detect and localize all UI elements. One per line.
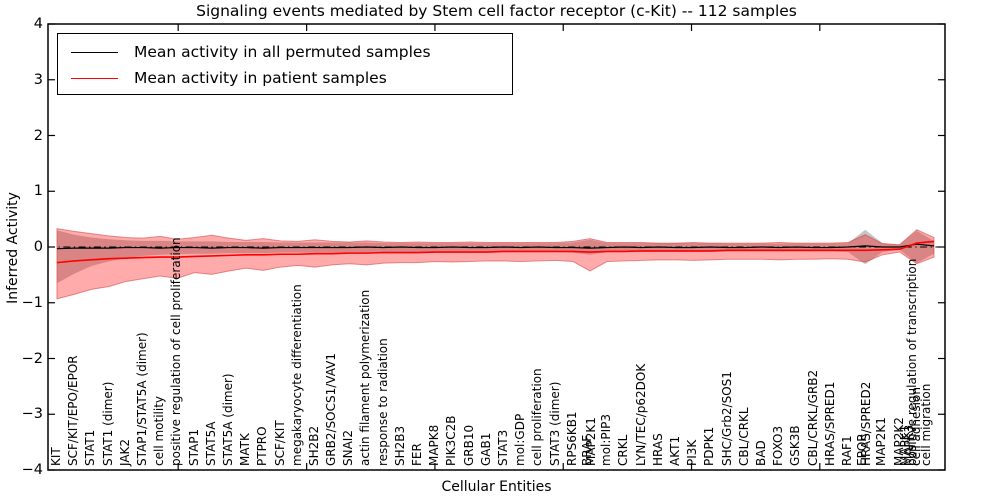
x-entity-label: HRAS/SPRED2 [859, 381, 874, 466]
x-entity-label: JAK2 [117, 438, 132, 466]
x-entity-label: CBL/CRKL/GRB2 [805, 369, 820, 466]
legend-line-permuted [71, 51, 118, 53]
x-axis-label: Cellular Entities [441, 479, 552, 495]
x-entity-label: SH2B2 [306, 425, 321, 466]
x-entity-label: cell migration [919, 383, 934, 466]
x-entity-label: HRAS [650, 433, 665, 466]
x-entity-label: PIK3C2B [444, 415, 459, 466]
x-entity-label: STAP1/STAT5A (dimer) [134, 332, 149, 466]
legend-label-patient: Mean activity in patient samples [134, 69, 387, 87]
x-entity-label: SHC/Grb2/SOS1 [719, 371, 734, 466]
permuted-band [56, 229, 934, 284]
x-entity-label: response to radiation [375, 338, 390, 466]
y-tick-label: 3 [33, 71, 43, 88]
x-entity-label: BAD [754, 440, 769, 466]
x-entity-label: SCF/KIT/EPO/EPOR [66, 355, 81, 466]
legend: Mean activity in all permuted samples Me… [57, 33, 513, 95]
x-entity-label: MAP2K1 [584, 417, 599, 466]
x-entity-label: STAT5A (dimer) [220, 373, 235, 466]
x-entity-label: GAB1 [478, 432, 493, 466]
x-entity-label: STAT1 (dimer) [100, 381, 115, 466]
x-entity-label: LYN/TEC/p62DOK [633, 363, 648, 466]
y-tick-label: −4 [21, 462, 43, 478]
x-entity-label: SNAI2 [341, 430, 356, 466]
axes-border [47, 23, 946, 471]
patient-band [56, 228, 935, 300]
x-entity-label: FOXO3 [771, 425, 786, 466]
x-entity-label: FER [410, 443, 425, 466]
x-entity-label: GRB10 [461, 424, 476, 466]
x-entity-label: mol:GDP [513, 413, 528, 466]
x-entity-label: MAP2K1 [874, 417, 889, 466]
x-entity-label: SCF/KIT [272, 420, 287, 466]
x-entity-label: cell motility [152, 395, 167, 466]
legend-item-permuted: Mean activity in all permuted samples [58, 41, 431, 63]
x-entity-label: CRKL [616, 434, 631, 466]
x-entity-label: megakaryocyte differentiation [289, 284, 304, 466]
x-entity-label: GSK3B [788, 425, 803, 466]
y-tick-label: −2 [21, 350, 43, 367]
x-entity-label: MATK [238, 433, 253, 466]
x-entity-label: STAP1 [186, 428, 201, 466]
x-entity-label: MAPK8 [427, 424, 442, 466]
y-tick-label: 2 [33, 127, 43, 144]
x-entity-label: HRAS/SPRED1 [822, 381, 837, 466]
x-entity-label: actin filament polymerization [358, 289, 373, 466]
x-entity-label: STAT3 [496, 429, 511, 466]
x-entity-label: mol:PIP3 [599, 413, 614, 466]
x-entity-label: STAT3 (dimer) [547, 381, 562, 466]
x-entity-label: RPS6KB1 [564, 411, 579, 466]
y-tick-label: 0 [33, 239, 43, 255]
x-entity-label: STAT5A [203, 421, 218, 466]
x-entity-label: KIT [48, 447, 63, 466]
x-entity-label: RAF1 [840, 435, 854, 466]
x-entity-label: PI3K [685, 439, 700, 466]
y-tick-label: 4 [33, 16, 43, 32]
legend-line-patient [71, 77, 118, 79]
x-entity-label: positive regulation of cell proliferatio… [169, 237, 184, 466]
legend-item-patient: Mean activity in patient samples [58, 67, 387, 89]
x-entity-label: AKT1 [668, 435, 683, 466]
x-entity-label: CBL/CRKL [736, 407, 751, 466]
y-tick-label: −3 [21, 406, 43, 423]
x-entity-label: STAT1 [83, 429, 98, 466]
chart-title: Signaling events mediated by Stem cell f… [196, 2, 797, 20]
legend-label-permuted: Mean activity in all permuted samples [134, 43, 431, 61]
x-entity-label: GRB2/SOCS1/VAV1 [324, 352, 339, 466]
y-tick-label: −1 [21, 294, 43, 311]
permuted-mean-line [56, 243, 935, 250]
x-entity-label: cell proliferation [530, 368, 545, 466]
x-entity-label: PDPK1 [702, 426, 717, 466]
x-entity-label: SH2B3 [392, 425, 407, 466]
x-entity-label: PTPRO [255, 426, 270, 466]
patient-mean-line [56, 240, 935, 264]
y-tick-label: 1 [33, 183, 43, 200]
